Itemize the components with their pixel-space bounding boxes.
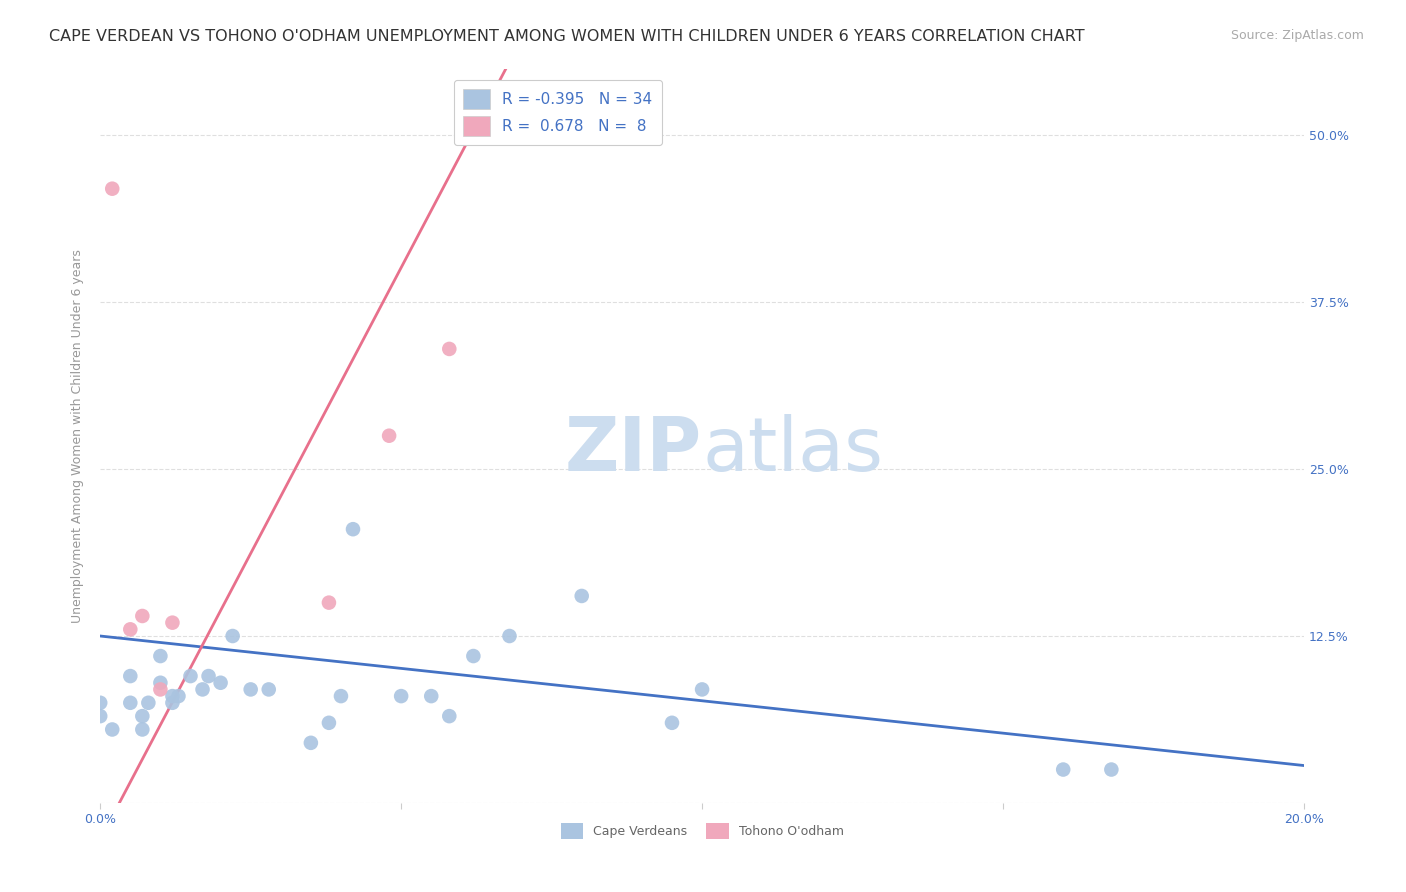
Point bbox=[89, 696, 111, 710]
Point bbox=[439, 342, 461, 356]
Point bbox=[162, 689, 184, 703]
Point bbox=[318, 715, 340, 730]
Point bbox=[330, 689, 353, 703]
Point bbox=[131, 709, 153, 723]
Point bbox=[498, 629, 520, 643]
Point bbox=[197, 669, 219, 683]
Point bbox=[571, 589, 593, 603]
Point bbox=[162, 696, 184, 710]
Point bbox=[1052, 763, 1074, 777]
Point bbox=[162, 615, 184, 630]
Point bbox=[179, 669, 201, 683]
Text: atlas: atlas bbox=[702, 414, 883, 487]
Point bbox=[89, 709, 111, 723]
Y-axis label: Unemployment Among Women with Children Under 6 years: Unemployment Among Women with Children U… bbox=[72, 249, 84, 623]
Point bbox=[378, 428, 401, 442]
Point bbox=[1099, 763, 1122, 777]
Text: CAPE VERDEAN VS TOHONO O'ODHAM UNEMPLOYMENT AMONG WOMEN WITH CHILDREN UNDER 6 YE: CAPE VERDEAN VS TOHONO O'ODHAM UNEMPLOYM… bbox=[49, 29, 1085, 44]
Point bbox=[131, 609, 153, 624]
Point bbox=[120, 669, 142, 683]
Point bbox=[120, 623, 142, 637]
Point bbox=[120, 696, 142, 710]
Point bbox=[257, 682, 280, 697]
Point bbox=[149, 648, 172, 663]
Point bbox=[101, 723, 124, 737]
Point bbox=[389, 689, 412, 703]
Point bbox=[101, 182, 124, 196]
Point bbox=[131, 723, 153, 737]
Point bbox=[342, 522, 364, 536]
Point bbox=[239, 682, 262, 697]
Point bbox=[439, 709, 461, 723]
Text: ZIP: ZIP bbox=[565, 414, 702, 487]
Point bbox=[318, 596, 340, 610]
Point bbox=[167, 689, 190, 703]
Point bbox=[138, 696, 160, 710]
Point bbox=[299, 736, 322, 750]
Point bbox=[661, 715, 683, 730]
Point bbox=[191, 682, 214, 697]
Point bbox=[149, 675, 172, 690]
Point bbox=[221, 629, 243, 643]
Point bbox=[149, 682, 172, 697]
Point bbox=[690, 682, 713, 697]
Point bbox=[420, 689, 443, 703]
Point bbox=[463, 648, 485, 663]
Point bbox=[209, 675, 232, 690]
Legend: Cape Verdeans, Tohono O'odham: Cape Verdeans, Tohono O'odham bbox=[555, 818, 849, 845]
Text: Source: ZipAtlas.com: Source: ZipAtlas.com bbox=[1230, 29, 1364, 42]
